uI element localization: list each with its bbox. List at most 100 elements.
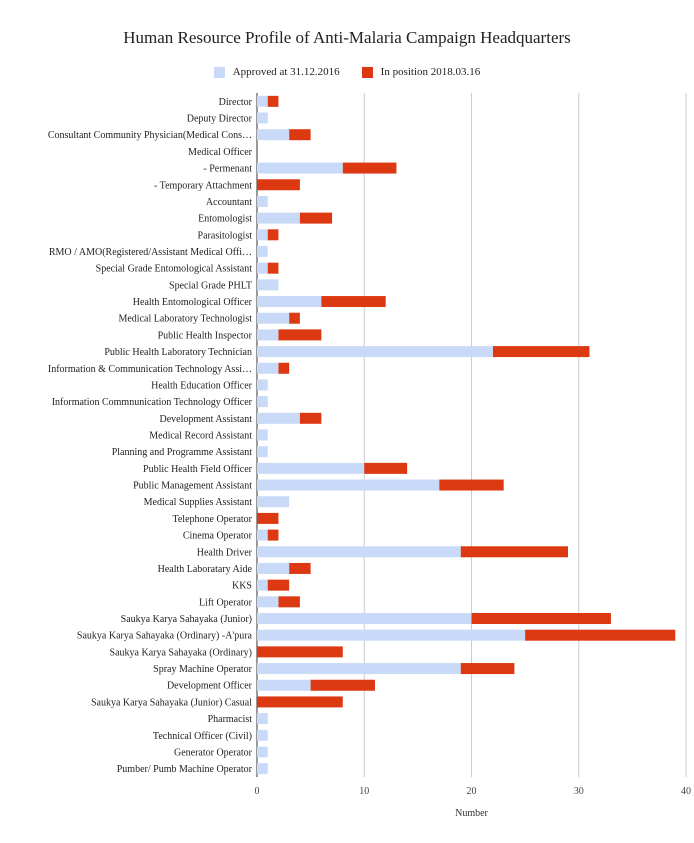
bar-approved [257, 212, 300, 224]
category-label: Saukya Karya Sahayaka (Ordinary) [110, 647, 252, 658]
bar-in-position [310, 679, 375, 691]
category-label: Development Assistant [160, 414, 253, 425]
legend-swatch-in-position [361, 66, 373, 78]
bar-in-position [299, 212, 333, 224]
category-label: Lift Operator [199, 597, 253, 608]
category-label: Director [219, 97, 253, 108]
category-label: KKS [232, 581, 252, 592]
bar-approved [257, 312, 290, 324]
bar-approved [257, 362, 279, 374]
bar-in-position [342, 162, 397, 174]
bar-approved [257, 396, 268, 408]
category-label: Medical Supplies Assistant [144, 497, 253, 508]
bar-approved [257, 412, 300, 424]
legend-label-approved: Approved at 31.12.2016 [232, 66, 340, 78]
category-label: Public Health Laboratory Technician [104, 347, 252, 358]
category-label: Medical Officer [188, 147, 253, 158]
category-label: Medical Record Assistant [149, 431, 252, 442]
bar-in-position [471, 613, 611, 625]
category-label: Information & Communication Technology A… [48, 364, 252, 375]
bar-approved [257, 496, 290, 508]
bar-in-position [278, 596, 300, 608]
bar-approved [257, 429, 268, 441]
bar-approved [257, 613, 472, 625]
bar-approved [257, 346, 493, 358]
bar-in-position [257, 696, 343, 708]
bar-approved [257, 663, 461, 675]
legend-item-in-position: In position 2018.03.16 [361, 66, 481, 78]
category-label: Special Grade Entomological Assistant [96, 264, 253, 275]
x-tick-label: 0 [255, 786, 260, 797]
bar-approved [257, 629, 526, 641]
category-label: RMO / AMO(Registered/Assistant Medical O… [49, 247, 252, 258]
bar-approved [257, 379, 268, 391]
category-label: - Temporary Attachment [154, 180, 252, 191]
category-label: Health Driver [197, 547, 253, 558]
bar-in-position [460, 546, 569, 558]
category-label: Pharmacist [208, 714, 253, 725]
bar-in-position [267, 229, 279, 241]
category-label: Cinema Operator [183, 531, 253, 542]
bar-approved [257, 229, 268, 241]
bar-approved [257, 579, 268, 591]
x-tick-label: 40 [681, 786, 691, 797]
bar-in-position [321, 296, 386, 308]
bar-approved [257, 95, 268, 107]
legend-item-approved: Approved at 31.12.2016 [213, 66, 340, 78]
category-label: Information Commnunication Technology Of… [52, 397, 253, 408]
category-label: Parasitologist [198, 230, 253, 241]
legend: Approved at 31.12.2016 In position 2018.… [0, 66, 694, 78]
bar-approved [257, 529, 268, 541]
bar-in-position [257, 179, 300, 191]
bar-in-position [364, 462, 408, 474]
category-label: Planning and Programme Assistant [112, 447, 252, 458]
bar-approved [257, 596, 279, 608]
bar-approved [257, 329, 279, 341]
bar-approved [257, 296, 322, 308]
bar-approved [257, 729, 268, 741]
bar-in-position [289, 129, 311, 141]
bar-in-position [289, 312, 300, 324]
bar-approved [257, 479, 440, 491]
bar-approved [257, 245, 268, 257]
x-tick-label: 10 [359, 786, 369, 797]
chart-title: Human Resource Profile of Anti-Malaria C… [123, 28, 571, 47]
category-label: Entomologist [198, 214, 252, 225]
bar-in-position [267, 529, 279, 541]
category-label: Health Entomological Officer [133, 297, 253, 308]
category-label: Health Education Officer [151, 380, 253, 391]
category-label: Saukya Karya Sahayaka (Junior) [121, 614, 252, 625]
category-label: Public Health Inspector [158, 330, 253, 341]
bar-approved [257, 195, 268, 207]
bar-approved [257, 162, 343, 174]
legend-swatch-approved [213, 66, 225, 78]
bar-in-position [267, 262, 279, 274]
bar-in-position [257, 646, 343, 658]
bar-in-position [525, 629, 676, 641]
category-label: Spray Machine Operator [153, 664, 253, 675]
category-label: - Permenant [203, 164, 252, 175]
legend-label-in-position: In position 2018.03.16 [380, 66, 481, 78]
bar-in-position [267, 579, 290, 591]
bar-approved [257, 546, 461, 558]
category-label: Technical Officer (Civil) [153, 731, 252, 742]
x-tick-label: 30 [574, 786, 584, 797]
bar-approved [257, 446, 268, 458]
bar-approved [257, 562, 290, 574]
bar-approved [257, 279, 279, 291]
bar-approved [257, 462, 365, 474]
bar-approved [257, 713, 268, 725]
category-label: Saukya Karya Sahayaka (Junior) Casual [91, 697, 252, 708]
category-label: Health Laboratary Aide [158, 564, 253, 575]
bar-approved [257, 129, 290, 141]
bar-in-position [267, 95, 279, 107]
category-label: Medical Laboratory Technologist [118, 314, 252, 325]
bar-in-position [439, 479, 504, 491]
bar-approved [257, 262, 268, 274]
bar-in-position [492, 346, 590, 358]
bar-in-position [257, 512, 279, 524]
category-label: Consultant Community Physician(Medical C… [48, 130, 252, 141]
category-label: Pumber/ Pumb Machine Operator [117, 764, 253, 775]
